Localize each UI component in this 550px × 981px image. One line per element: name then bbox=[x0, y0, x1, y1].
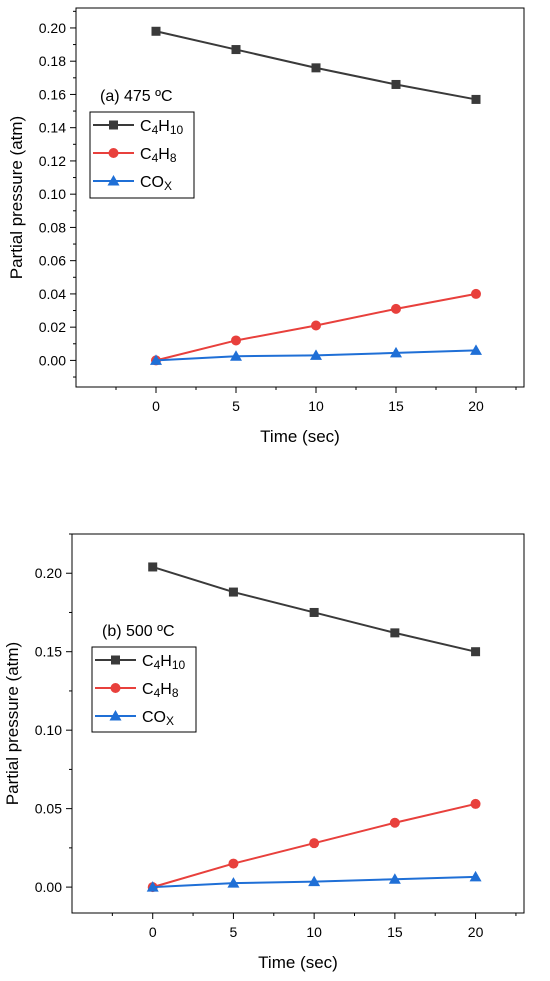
y-tick-label: 0.16 bbox=[39, 86, 66, 102]
x-tick-label: 0 bbox=[152, 398, 160, 414]
plot-frame bbox=[71, 533, 525, 914]
data-point-c4h10 bbox=[391, 79, 401, 89]
legend-marker bbox=[109, 710, 122, 721]
data-point-c4h8 bbox=[228, 858, 239, 869]
data-point-cox bbox=[388, 873, 401, 884]
series-c4h10 bbox=[151, 26, 481, 104]
data-point-c4h8 bbox=[470, 798, 481, 809]
data-point-cox bbox=[310, 349, 322, 360]
data-point-c4h10 bbox=[311, 63, 321, 73]
data-point-c4h8 bbox=[309, 838, 320, 849]
x-tick-label: 15 bbox=[387, 924, 403, 940]
x-tick-label: 10 bbox=[308, 398, 324, 414]
plot-frame bbox=[75, 7, 525, 388]
y-tick-label: 0.08 bbox=[39, 219, 66, 235]
y-tick-label: 0.15 bbox=[35, 644, 62, 660]
data-point-c4h10 bbox=[471, 647, 481, 657]
legend-label: COX bbox=[140, 174, 172, 193]
data-point-c4h10 bbox=[151, 26, 161, 36]
y-axis-title: Partial pressure (atm) bbox=[3, 642, 22, 805]
legend: C4H10 C4H8 COX bbox=[89, 111, 195, 199]
data-point-c4h10 bbox=[390, 628, 400, 638]
legend-box bbox=[91, 646, 197, 733]
x-tick-label: 15 bbox=[388, 398, 404, 414]
legend-marker bbox=[110, 683, 121, 693]
legend-label: C4H8 bbox=[142, 681, 179, 700]
data-point-cox bbox=[227, 877, 240, 888]
data-point-c4h10 bbox=[231, 45, 241, 55]
y-tick-label: 0.20 bbox=[35, 565, 62, 581]
data-point-c4h8 bbox=[231, 335, 241, 346]
data-point-cox bbox=[146, 881, 159, 892]
x-tick-label: 20 bbox=[468, 398, 484, 414]
data-point-cox bbox=[230, 350, 242, 361]
y-tick-label: 0.18 bbox=[39, 53, 66, 69]
legend-label: C4H10 bbox=[142, 653, 185, 672]
panel-title: (b) 500 ºC bbox=[102, 623, 175, 640]
data-point-c4h10 bbox=[309, 607, 319, 617]
series-cox bbox=[146, 870, 482, 892]
y-tick-label: 0.20 bbox=[39, 20, 66, 36]
data-point-c4h10 bbox=[471, 94, 481, 104]
data-point-cox bbox=[308, 875, 321, 887]
y-tick-label: 0.00 bbox=[39, 352, 66, 368]
chart-panel-b: 0 5 10 15 20 0.00 0.05 0.10 0.15 0.20 Time (sec) Pa… bbox=[3, 533, 525, 972]
y-tick-label: 0.06 bbox=[39, 253, 66, 269]
x-tick-label: 5 bbox=[230, 924, 238, 940]
legend-marker bbox=[111, 655, 120, 665]
series-c4h10 bbox=[148, 562, 481, 657]
y-tick-label: 0.10 bbox=[35, 722, 62, 738]
chart-panel-a: 0 5 10 15 20 0.00 0.02 0.04 0.06 0.08 0.10 0.12 0.14… bbox=[7, 7, 525, 446]
legend-marker bbox=[109, 120, 118, 130]
x-tick-label: 20 bbox=[468, 924, 484, 940]
x-tick-label: 10 bbox=[306, 924, 322, 940]
data-point-cox bbox=[470, 344, 482, 355]
x-tick-label: 5 bbox=[232, 398, 240, 414]
legend-marker bbox=[107, 175, 120, 186]
y-tick-label: 0.10 bbox=[39, 186, 66, 202]
legend-label: C4H10 bbox=[140, 118, 183, 137]
x-axis-title: Time (sec) bbox=[260, 427, 340, 446]
y-tick-label: 0.04 bbox=[39, 286, 66, 302]
y-tick-label: 0.05 bbox=[35, 801, 62, 817]
data-point-c4h8 bbox=[391, 303, 401, 314]
data-point-cox bbox=[390, 346, 402, 358]
legend-marker bbox=[108, 148, 119, 158]
legend-label: COX bbox=[142, 709, 174, 728]
data-point-cox bbox=[469, 870, 482, 882]
x-axis-title: Time (sec) bbox=[258, 953, 338, 972]
y-axis-title: Partial pressure (atm) bbox=[7, 116, 26, 279]
y-tick-label: 0.02 bbox=[39, 319, 66, 335]
data-point-c4h8 bbox=[471, 288, 481, 299]
data-point-c4h10 bbox=[148, 562, 158, 572]
legend-box bbox=[89, 111, 195, 199]
data-point-c4h8 bbox=[311, 320, 321, 331]
legend: C4H10 C4H8 COX bbox=[91, 646, 197, 733]
y-tick-label: 0.12 bbox=[39, 153, 66, 169]
data-point-cox bbox=[150, 354, 162, 365]
data-point-c4h8 bbox=[389, 817, 400, 828]
data-point-c4h10 bbox=[228, 587, 238, 597]
series-cox bbox=[150, 344, 482, 365]
legend-label: C4H8 bbox=[140, 146, 177, 165]
y-tick-label: 0.00 bbox=[35, 879, 62, 895]
x-tick-label: 0 bbox=[149, 924, 157, 940]
panel-title: (a) 475 ºC bbox=[100, 88, 173, 105]
y-tick-label: 0.14 bbox=[39, 120, 66, 136]
